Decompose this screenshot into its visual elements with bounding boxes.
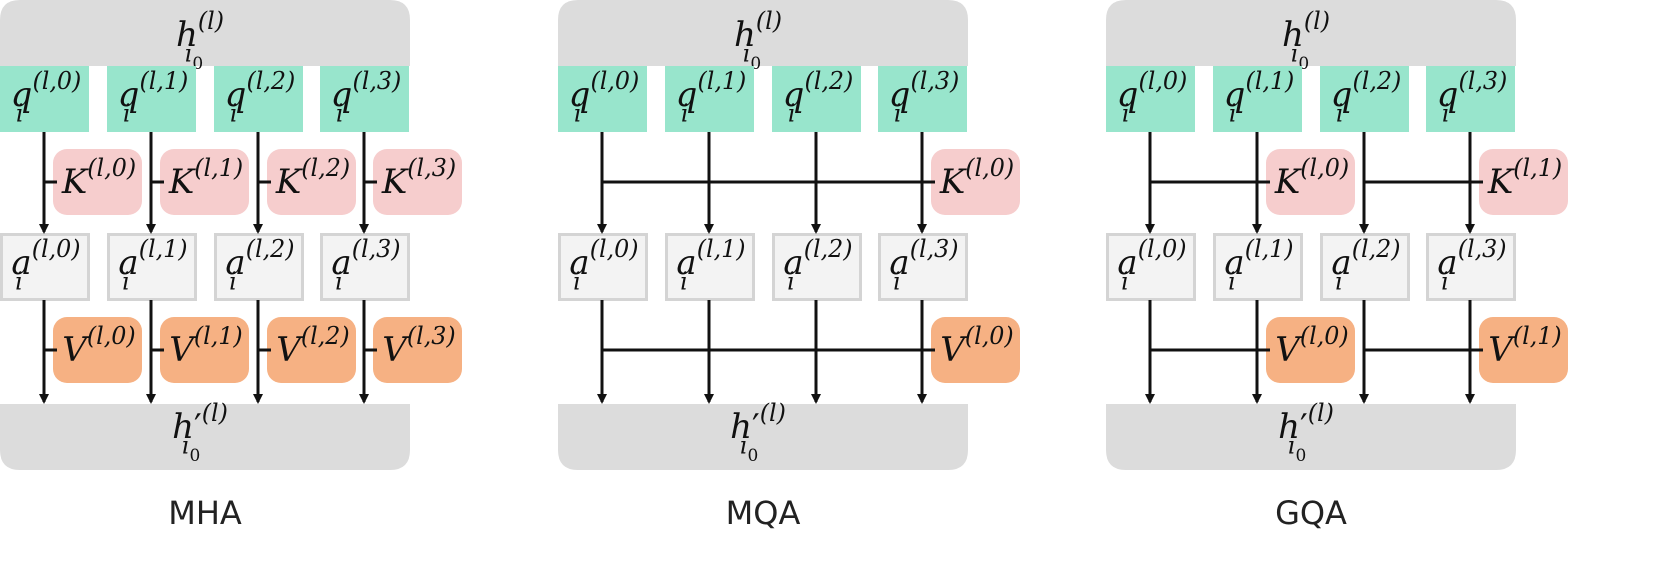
value-label: V(l,0) xyxy=(1275,322,1348,370)
panel-mqa: h(l) i0 h′(l) i0 q(l,0) i q(l,1) i q(l,2) i q(l,3)… xyxy=(558,0,1020,532)
panel-gqa: h(l) i0 h′(l) i0 q(l,0) i q(l,1) i q(l,2) i q(l,3)… xyxy=(1106,0,1568,532)
hidden-state-input-box xyxy=(558,0,968,66)
query-box xyxy=(107,66,196,132)
query-label: q(l,1) i xyxy=(118,67,189,127)
key-label: K(l,1) xyxy=(1487,154,1562,202)
attention-label: a(l,0) i xyxy=(569,235,638,295)
attention-box xyxy=(772,233,862,301)
key-label: K(l,0) xyxy=(939,154,1014,202)
key-label: K(l,3) xyxy=(381,154,456,202)
attention-box xyxy=(1106,233,1196,301)
value-box xyxy=(1266,317,1355,383)
attention-label: a(l,1) i xyxy=(118,235,187,295)
query-box xyxy=(1213,66,1302,132)
key-label: K(l,2) xyxy=(275,154,350,202)
value-box xyxy=(931,317,1020,383)
hidden-state-input-label: h(l) i0 xyxy=(176,7,224,74)
attention-box xyxy=(558,233,648,301)
attention-label: a(l,3) i xyxy=(889,235,958,295)
attention-box xyxy=(107,233,197,301)
query-label: q(l,2) i xyxy=(225,67,296,127)
attention-label: a(l,0) i xyxy=(11,235,80,295)
query-box xyxy=(320,66,409,132)
query-label: q(l,1) i xyxy=(676,67,747,127)
value-box xyxy=(1479,317,1568,383)
value-label: V(l,2) xyxy=(276,322,349,370)
query-box xyxy=(1426,66,1515,132)
key-label: K(l,0) xyxy=(1274,154,1349,202)
panel-caption: GQA xyxy=(1275,494,1347,532)
key-box xyxy=(373,149,462,215)
query-box xyxy=(558,66,647,132)
key-label: K(l,0) xyxy=(61,154,136,202)
attention-box xyxy=(1320,233,1410,301)
key-box xyxy=(160,149,249,215)
hidden-state-output-box xyxy=(0,404,410,470)
attention-label: a(l,0) i xyxy=(1117,235,1186,295)
query-label: q(l,3) i xyxy=(889,67,960,127)
hidden-state-output-box xyxy=(558,404,968,470)
value-label: V(l,0) xyxy=(940,322,1013,370)
value-label: V(l,3) xyxy=(382,322,455,370)
key-box xyxy=(1479,149,1568,215)
value-box xyxy=(373,317,462,383)
query-box xyxy=(214,66,303,132)
panel-caption: MHA xyxy=(168,494,242,532)
query-box xyxy=(878,66,967,132)
query-label: q(l,3) i xyxy=(331,67,402,127)
value-box xyxy=(267,317,356,383)
attention-box xyxy=(665,233,755,301)
attention-box xyxy=(214,233,304,301)
attention-box xyxy=(320,233,410,301)
hidden-state-input-label: h(l) i0 xyxy=(1282,7,1330,74)
key-box xyxy=(267,149,356,215)
value-label: V(l,0) xyxy=(62,322,135,370)
query-box xyxy=(1320,66,1409,132)
hidden-state-output-label: h′(l) i0 xyxy=(172,399,228,466)
hidden-state-output-box xyxy=(1106,404,1516,470)
query-box xyxy=(665,66,754,132)
hidden-state-input-box xyxy=(0,0,410,66)
value-box xyxy=(53,317,142,383)
attention-box xyxy=(1213,233,1303,301)
value-box xyxy=(160,317,249,383)
query-box xyxy=(772,66,861,132)
attention-label: a(l,3) i xyxy=(331,235,400,295)
panel-mha: h(l) i0 h′(l) i0 q(l,0) i q(l,1) i q(l,2) i q(l,3)… xyxy=(0,0,462,532)
key-box xyxy=(1266,149,1355,215)
value-label: V(l,1) xyxy=(169,322,242,370)
query-label: q(l,0) i xyxy=(569,67,640,127)
query-box xyxy=(0,66,89,132)
query-label: q(l,2) i xyxy=(783,67,854,127)
hidden-state-input-label: h(l) i0 xyxy=(734,7,782,74)
hidden-state-output-label: h′(l) i0 xyxy=(1278,399,1334,466)
attention-label: a(l,2) i xyxy=(1331,235,1400,295)
attention-label: a(l,1) i xyxy=(1224,235,1293,295)
attention-box xyxy=(0,233,90,301)
attention-box xyxy=(878,233,968,301)
key-box xyxy=(931,149,1020,215)
query-label: q(l,3) i xyxy=(1437,67,1508,127)
key-box xyxy=(53,149,142,215)
attention-label: a(l,1) i xyxy=(676,235,745,295)
query-label: q(l,1) i xyxy=(1224,67,1295,127)
attention-box xyxy=(1426,233,1516,301)
query-label: q(l,0) i xyxy=(11,67,82,127)
query-box xyxy=(1106,66,1195,132)
key-label: K(l,1) xyxy=(168,154,243,202)
panel-caption: MQA xyxy=(726,494,801,532)
query-label: q(l,0) i xyxy=(1117,67,1188,127)
attention-label: a(l,2) i xyxy=(783,235,852,295)
attention-label: a(l,2) i xyxy=(225,235,294,295)
hidden-state-input-box xyxy=(1106,0,1516,66)
value-label: V(l,1) xyxy=(1488,322,1561,370)
attention-label: a(l,3) i xyxy=(1437,235,1506,295)
query-label: q(l,2) i xyxy=(1331,67,1402,127)
hidden-state-output-label: h′(l) i0 xyxy=(730,399,786,466)
